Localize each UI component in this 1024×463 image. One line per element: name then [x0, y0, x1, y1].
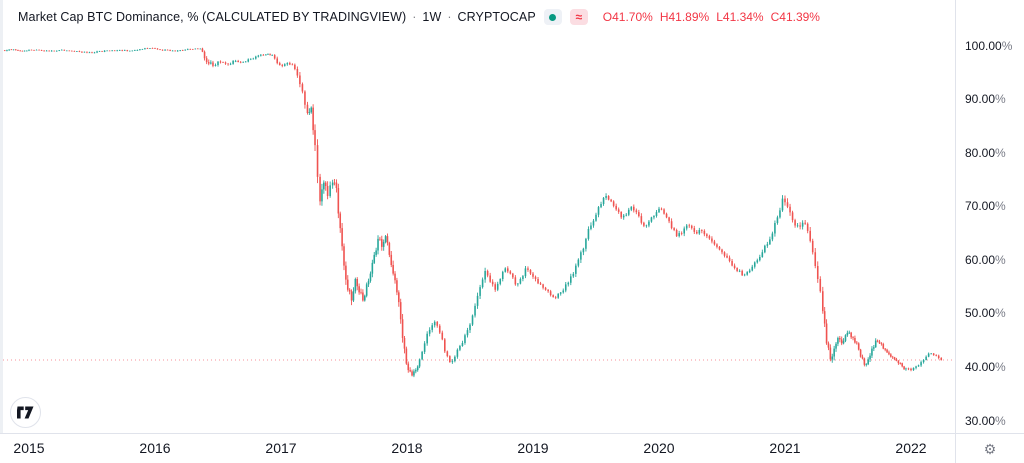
candle-bodies-up: [6, 48, 932, 376]
price-axis-label: 50.00%: [965, 306, 1006, 321]
price-axis-label: 30.00%: [965, 413, 1006, 428]
left-edge-strip: [0, 0, 3, 433]
axis-corner: ⚙: [955, 434, 1024, 463]
price-axis-label: 40.00%: [965, 359, 1006, 374]
candle-wicks-down: [4, 47, 942, 377]
ohlc-values: O41.70% H41.89% L41.34% C41.39%: [603, 10, 820, 24]
gear-icon[interactable]: ⚙: [983, 441, 997, 457]
price-axis-label: 60.00%: [965, 252, 1006, 267]
legend-separator: ·: [447, 10, 452, 24]
ohlc-low: L41.34%: [716, 10, 764, 24]
time-axis-label: 2022: [895, 440, 927, 456]
tradingview-logo[interactable]: [10, 397, 41, 428]
price-axis[interactable]: 100.00% 90.00% 80.00% 70.00% 60.00% 50.00% 40.…: [955, 0, 1024, 433]
price-axis-label: 70.00%: [965, 199, 1006, 214]
ohlc-high: H41.89%: [659, 10, 710, 24]
tradingview-logo-icon: [17, 406, 34, 419]
price-axis-label: 80.00%: [965, 145, 1006, 160]
interval-label[interactable]: 1W: [422, 10, 442, 24]
legend-separator: ·: [412, 10, 417, 24]
time-axis-label: 2020: [643, 440, 675, 456]
time-axis[interactable]: ⚙ 2015 2016 2017 2018 2019 2020 2021 2022: [0, 433, 1024, 463]
symbol-title[interactable]: Market Cap BTC Dominance, % (CALCULATED …: [18, 10, 407, 24]
candlestick-chart[interactable]: [0, 0, 955, 433]
time-axis-label: 2021: [769, 440, 801, 456]
realtime-dot-icon: [549, 13, 557, 21]
time-axis-label: 2019: [517, 440, 549, 456]
approx-icon: ≈: [575, 10, 583, 24]
time-axis-label: 2015: [13, 440, 45, 456]
chart-legend[interactable]: Market Cap BTC Dominance, % (CALCULATED …: [18, 9, 820, 25]
exchange-label[interactable]: CRYPTOCAP: [457, 10, 536, 24]
candlestick-plot-area[interactable]: [0, 0, 955, 433]
price-axis-label: 100.00%: [965, 38, 1013, 53]
time-axis-label: 2017: [265, 440, 297, 456]
ohlc-open: O41.70%: [602, 10, 653, 24]
price-axis-label: 90.00%: [965, 92, 1006, 107]
time-axis-label: 2018: [391, 440, 423, 456]
candle-bodies-down: [3, 48, 943, 376]
realtime-status-pill[interactable]: [543, 9, 562, 25]
ohlc-close: C41.39%: [770, 10, 820, 24]
approximate-data-pill[interactable]: ≈: [569, 9, 588, 25]
time-axis-label: 2016: [139, 440, 171, 456]
